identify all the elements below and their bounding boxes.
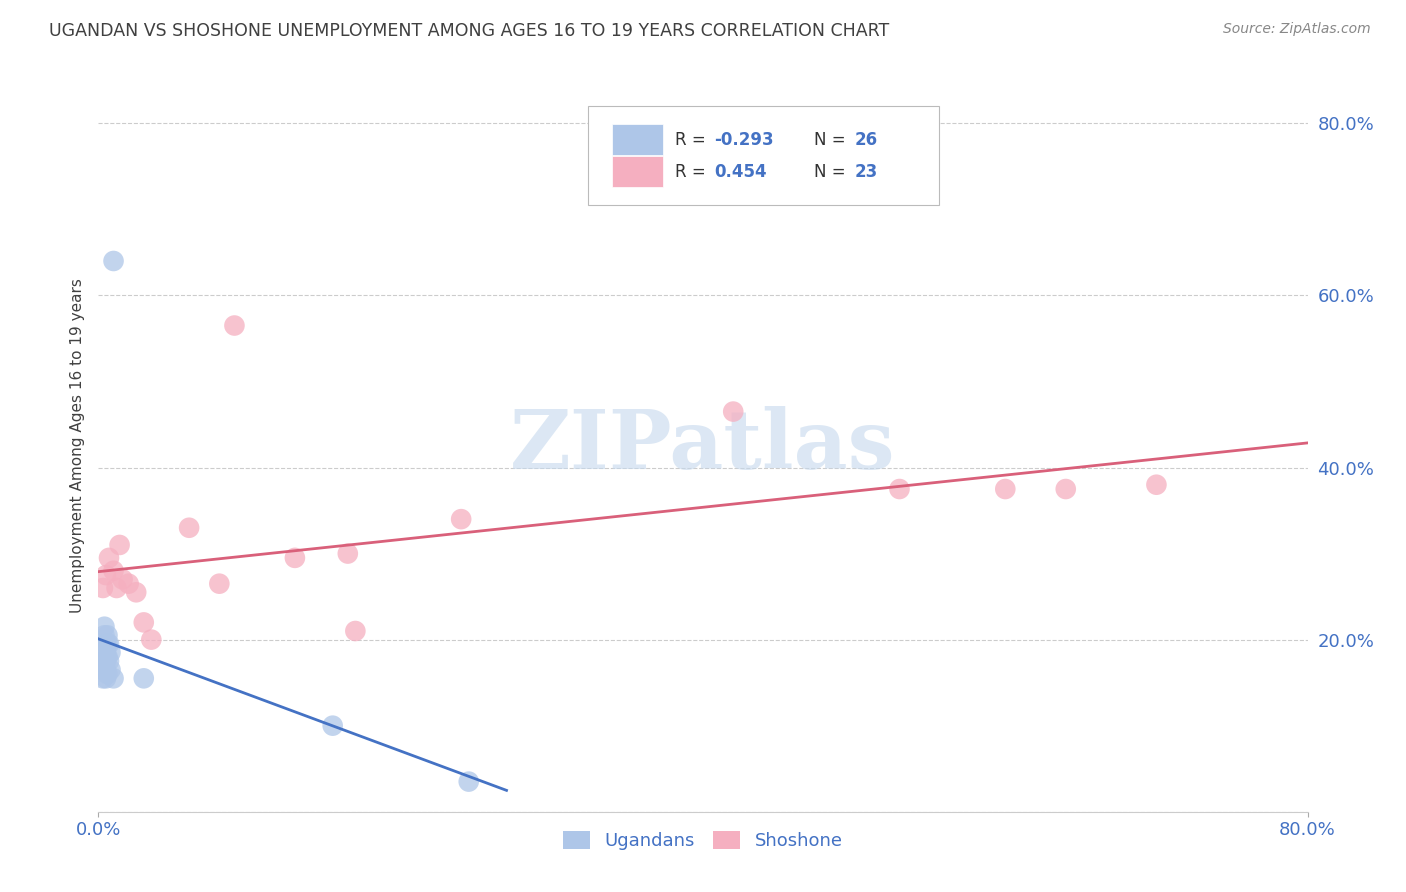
Point (457, 774, 479, 789)
Point (91, 654, 114, 668)
Text: 0.454: 0.454 (714, 162, 766, 181)
Point (96, 628, 118, 642)
Point (94, 646, 117, 660)
Point (1144, 477, 1167, 491)
Y-axis label: Unemployment Among Ages 16 to 19 years: Unemployment Among Ages 16 to 19 years (69, 278, 84, 614)
Point (132, 671, 155, 685)
Point (889, 482, 911, 496)
Point (98, 550, 121, 565)
Point (111, 573, 134, 587)
Point (103, 564, 125, 578)
Point (322, 719, 344, 733)
Point (179, 521, 201, 535)
Point (994, 482, 1017, 496)
Text: 26: 26 (855, 130, 877, 149)
Text: R =: R = (675, 162, 711, 181)
Point (91, 581, 114, 595)
Point (90, 646, 112, 660)
Text: -0.293: -0.293 (714, 130, 773, 149)
Point (98, 654, 121, 668)
Text: R =: R = (675, 130, 711, 149)
Point (108, 538, 131, 552)
Point (723, 404, 745, 418)
Point (132, 615, 155, 630)
Text: Source: ZipAtlas.com: Source: ZipAtlas.com (1223, 22, 1371, 37)
Point (94, 568, 117, 582)
Point (100, 646, 122, 660)
Legend: Ugandans, Shoshone: Ugandans, Shoshone (555, 823, 851, 857)
Point (91, 663, 114, 677)
Point (208, 576, 231, 591)
Point (118, 576, 141, 591)
Point (93, 620, 115, 634)
Point (450, 512, 472, 526)
Point (1054, 482, 1077, 496)
Point (94, 637, 117, 651)
FancyBboxPatch shape (588, 106, 939, 204)
Text: ZIPatlas: ZIPatlas (510, 406, 896, 486)
Point (105, 581, 128, 595)
Point (344, 624, 367, 638)
Point (93, 628, 115, 642)
Point (93, 654, 115, 668)
Text: N =: N = (814, 130, 851, 149)
Point (125, 585, 148, 599)
Point (96, 667, 118, 681)
Point (141, 632, 163, 647)
Point (93, 663, 115, 677)
Point (103, 671, 125, 685)
Point (98, 637, 121, 651)
Point (94, 663, 117, 677)
Point (336, 547, 359, 561)
Point (224, 318, 246, 333)
Text: N =: N = (814, 162, 851, 181)
Point (103, 254, 125, 268)
Point (100, 663, 122, 677)
FancyBboxPatch shape (613, 124, 664, 155)
Point (94, 671, 117, 685)
FancyBboxPatch shape (613, 156, 664, 187)
Text: 23: 23 (855, 162, 877, 181)
Point (96, 637, 118, 651)
Point (91, 671, 114, 685)
Point (96, 649, 118, 664)
Text: UGANDAN VS SHOSHONE UNEMPLOYMENT AMONG AGES 16 TO 19 YEARS CORRELATION CHART: UGANDAN VS SHOSHONE UNEMPLOYMENT AMONG A… (49, 22, 890, 40)
Point (284, 550, 307, 565)
Point (94, 654, 117, 668)
